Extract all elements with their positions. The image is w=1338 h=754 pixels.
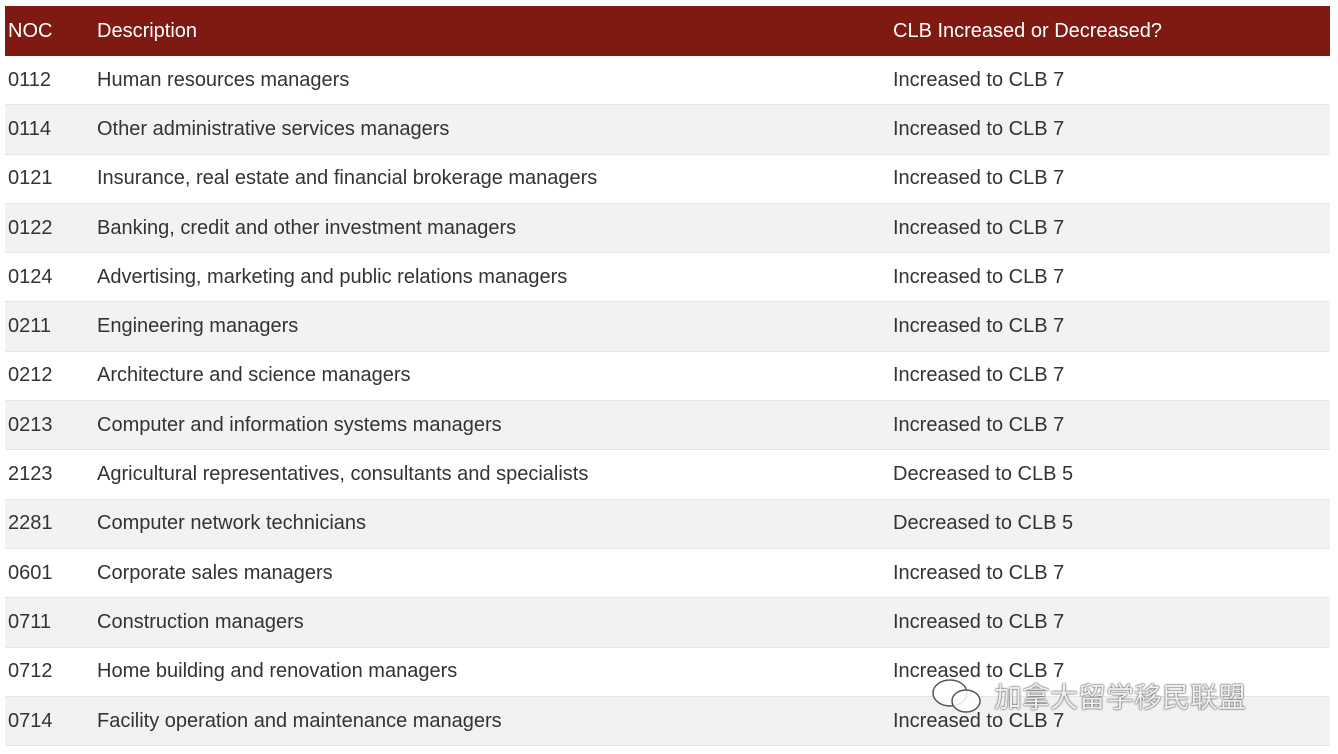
table: NOC Description CLB Increased or Decreased… [5, 6, 1330, 747]
table-row: 0124 Advertising, marketing and public re… [5, 253, 1330, 303]
table-cell: 0211 [8, 315, 52, 338]
table-row: 0213 Computer and information systems man… [5, 401, 1330, 451]
wechat-icon [932, 679, 981, 713]
table-cell: Decreased to CLB 5 [893, 463, 1074, 486]
table-row: 0601 Corporate sales managers Increased to… [5, 549, 1330, 599]
table-cell: 0711 [8, 610, 52, 633]
table-cell: Computer and information systems manager… [97, 413, 502, 436]
table-cell: Engineering managers [97, 315, 299, 338]
table-cell: Decreased to CLB 5 [893, 512, 1074, 535]
header-cell: Description [97, 19, 198, 42]
table-row: 0714 Facility operation and maintenance m… [5, 696, 1330, 747]
watermark: 加拿大留学移民联盟 [930, 676, 1246, 716]
table-row: 0711 Construction managers Increased to CL… [5, 598, 1330, 648]
table-row: 2123 Agricultural representatives, consul… [5, 450, 1330, 500]
table-cell: 0712 [8, 660, 53, 683]
table-cell: Increased to CLB 7 [893, 561, 1065, 584]
table-row: 0712 Home building and renovation manager… [5, 648, 1330, 697]
table-cell: Increased to CLB 7 [893, 709, 1065, 732]
table-cell: Advertising, marketing and public relati… [97, 265, 568, 288]
table-cell: Increased to CLB 7 [893, 167, 1065, 190]
table-cell: 0121 [8, 167, 53, 190]
table-cell: Increased to CLB 7 [893, 610, 1065, 633]
table-cell: Insurance, real estate and financial bro… [97, 167, 598, 190]
table-row: 0211 Engineering managers Increased to CLB… [5, 302, 1330, 352]
table-row: 2281 Computer network technicians Decrease… [5, 499, 1330, 549]
table-cell: 0122 [8, 216, 53, 239]
table-cell: 0114 [8, 117, 52, 140]
table-cell: Construction managers [97, 610, 304, 633]
table-cell: Increased to CLB 7 [893, 265, 1065, 288]
table-cell: 0213 [8, 413, 53, 436]
table-cell: Increased to CLB 7 [893, 117, 1065, 140]
table-cell: Increased to CLB 7 [893, 364, 1065, 387]
table-cell: Corporate sales managers [97, 561, 333, 584]
table-cell: Increased to CLB 7 [893, 68, 1065, 91]
table-row: 0212 Architecture and science managers Inc… [5, 352, 1330, 402]
table-row: 0122 Banking, credit and other investment… [5, 203, 1330, 254]
table-cell: Banking, credit and other investment man… [97, 216, 517, 239]
table-row: 0114 Other administrative services manage… [5, 105, 1330, 155]
table-cell: Home building and renovation managers [97, 660, 458, 683]
table-cell: Other administrative services managers [97, 117, 450, 140]
table-cell: 2123 [8, 463, 53, 486]
table-cell: Computer network technicians [97, 512, 367, 535]
table-cell: Increased to CLB 7 [893, 413, 1065, 436]
table-cell: Increased to CLB 7 [893, 216, 1065, 239]
table-cell: Architecture and science managers [97, 364, 411, 387]
table-cell: 0714 [8, 709, 53, 732]
table-row: 0112 Human resources managers Increased to… [5, 56, 1330, 106]
header-cell: NOC [8, 19, 53, 42]
watermark-text: 加拿大留学移民联盟 [994, 681, 1247, 714]
table-cell: 0212 [8, 364, 53, 387]
table-cell: 0112 [8, 68, 52, 91]
table-cell: Agricultural representatives, consultant… [97, 463, 589, 486]
header-row: NOC Description CLB Increased or Decreased… [5, 6, 1330, 56]
table-cell: 2281 [8, 512, 53, 535]
table-cell: 0601 [8, 561, 53, 584]
table-cell: Increased to CLB 7 [893, 315, 1065, 338]
table-cell: Human resources managers [97, 68, 350, 91]
table-cell: 0124 [8, 265, 53, 288]
header-cell: CLB Increased or Decreased? [893, 19, 1163, 42]
table-cell: Facility operation and maintenance manag… [97, 709, 502, 732]
table-row: 0121 Insurance, real estate and financial… [5, 155, 1330, 204]
table-cell: Increased to CLB 7 [893, 660, 1065, 683]
